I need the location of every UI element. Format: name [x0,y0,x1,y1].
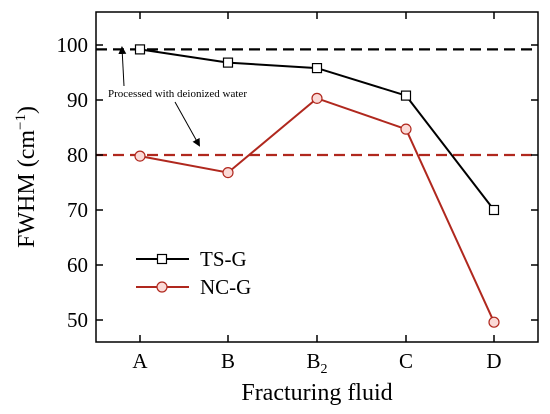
y-tick-label-100: 100 [57,33,89,57]
data-point-ts-g-b [222,57,234,68]
data-markers [134,44,500,328]
legend-label-ts-g: TS-G [200,247,247,271]
legend-entry-ts-g: TS-G [136,247,247,271]
x-axis-ticks: A B B2 C D [132,12,502,377]
y-axis-ticks: 50 60 70 80 90 100 [57,33,538,332]
data-point-nc-g-b [222,167,234,179]
data-point-ts-g-b2 [311,62,323,74]
data-point-nc-g-c [400,123,412,135]
x-tick-label-b2: B2 [306,349,327,377]
legend-marker-ts-g [156,253,168,265]
x-tick-label-c: C [399,349,413,373]
y-tick-label-70: 70 [67,198,88,222]
reference-lines [96,48,538,157]
legend-entry-nc-g: NC-G [136,275,251,299]
annotation-text: Processed with deionized water [108,88,247,100]
y-tick-label-80: 80 [67,143,88,167]
y-axis-title-superscript: −1 [13,114,29,130]
y-tick-label-60: 60 [67,253,88,277]
x-tick-label-d: D [486,349,501,373]
data-point-nc-g-a [134,150,146,162]
x-axis-title: Fracturing fluid [241,380,392,406]
y-tick-label-50: 50 [67,308,88,332]
legend-label-nc-g: NC-G [200,275,251,299]
data-point-ts-g-a [134,44,146,55]
data-point-ts-g-c [400,90,412,101]
series-line-nc-g [139,97,495,323]
legend: TS-G NC-G [136,247,251,299]
x-tick-label-b: B [221,349,235,373]
series-line-ts-g [139,48,495,211]
legend-marker-nc-g [156,281,168,293]
annotation-arrow-up [118,46,127,87]
annotation-arrow-down [174,101,200,147]
x-tick-label-a: A [132,349,148,373]
data-point-nc-g-b2 [311,92,323,104]
y-axis-title: FWHM (cm−1) [13,106,40,248]
y-tick-label-90: 90 [67,88,88,112]
data-point-ts-g-d [488,204,500,216]
data-point-nc-g-d [488,316,500,328]
